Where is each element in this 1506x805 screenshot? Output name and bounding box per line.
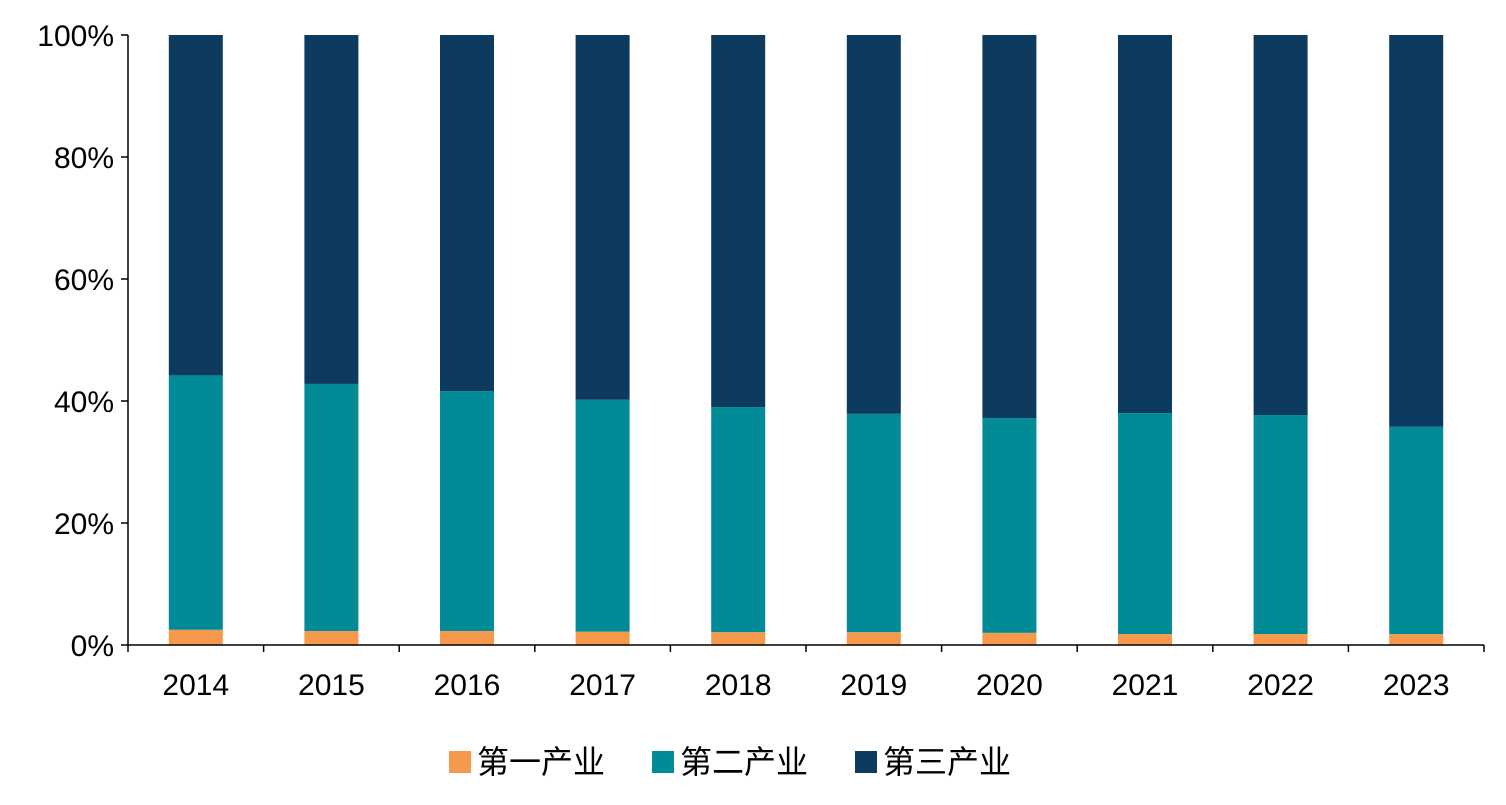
x-tick-label: 2023 (1383, 669, 1450, 702)
legend-label: 第二产业 (680, 744, 808, 780)
bar-segment-2017-series-1 (575, 631, 630, 645)
bar-segment-2014-series-1 (168, 629, 223, 645)
legend-item: 第二产业 (652, 744, 808, 780)
bar-group-2020 (982, 35, 1037, 645)
bar-segment-2015-series-1 (304, 630, 359, 645)
bar-segment-2023-series-3 (1389, 35, 1444, 427)
bar-segment-2017-series-2 (575, 399, 630, 632)
bar-segment-2014-series-2 (168, 375, 223, 630)
bar-segment-2020-series-2 (982, 418, 1037, 633)
bar-group-2019 (846, 35, 901, 645)
y-tick-label: 0% (71, 630, 114, 663)
bar-group-2022 (1253, 35, 1308, 645)
bar-segment-2022-series-1 (1253, 634, 1308, 645)
bar-segment-2021-series-1 (1118, 634, 1172, 645)
bar-segment-2020-series-1 (982, 632, 1037, 645)
y-tick-label: 60% (54, 264, 114, 297)
y-tick-label: 100% (37, 20, 114, 53)
legend-label: 第三产业 (883, 744, 1011, 780)
bars-layer (168, 35, 1444, 645)
x-tick-label: 2021 (1112, 669, 1179, 702)
bar-group-2014 (168, 35, 223, 645)
legend: 第一产业 第二产业 第三产业 (449, 744, 1011, 780)
bar-group-2015 (304, 35, 359, 645)
bar-segment-2021-series-2 (1118, 413, 1172, 635)
bar-group-2018 (711, 35, 766, 645)
bar-segment-2016-series-1 (440, 630, 494, 645)
bar-segment-2019-series-2 (846, 413, 901, 633)
bar-segment-2021-series-3 (1118, 35, 1172, 414)
bar-segment-2018-series-2 (711, 407, 766, 633)
bar-group-2017 (575, 35, 630, 645)
bar-segment-2017-series-3 (575, 35, 630, 400)
legend-item: 第一产业 (449, 744, 605, 780)
legend-swatch (855, 751, 877, 773)
x-tick-label: 2015 (298, 669, 365, 702)
legend-label: 第一产业 (477, 744, 605, 780)
bar-segment-2022-series-2 (1253, 415, 1308, 635)
x-tick-label: 2019 (840, 669, 907, 702)
bar-segment-2015-series-2 (304, 383, 359, 631)
x-tick-label: 2017 (569, 669, 636, 702)
bar-segment-2015-series-3 (304, 35, 359, 384)
bar-segment-2019-series-1 (846, 632, 901, 645)
x-tick-label: 2018 (705, 669, 772, 702)
bar-group-2021 (1118, 35, 1172, 645)
bar-group-2023 (1389, 35, 1444, 645)
legend-item: 第三产业 (855, 744, 1011, 780)
x-tick-label: 2014 (162, 669, 229, 702)
bar-segment-2016-series-2 (440, 391, 494, 631)
bar-segment-2018-series-1 (711, 632, 766, 645)
bar-segment-2023-series-1 (1389, 634, 1444, 645)
axes-layer: 0% 20% 40% 60% 80% 100% 2014 2015 2016 2017 2018 20… (37, 20, 1485, 702)
x-tick-label: 2022 (1247, 669, 1314, 702)
bar-segment-2014-series-3 (168, 35, 223, 376)
bar-segment-2019-series-3 (846, 35, 901, 414)
bar-segment-2018-series-3 (711, 35, 766, 408)
bar-segment-2023-series-2 (1389, 426, 1444, 635)
bar-segment-2022-series-3 (1253, 35, 1308, 416)
x-tick-label: 2020 (976, 669, 1043, 702)
legend-swatch (652, 751, 674, 773)
y-tick-label: 40% (54, 386, 114, 419)
bar-group-2016 (440, 35, 494, 645)
bar-segment-2016-series-3 (440, 35, 494, 392)
y-tick-label: 80% (54, 142, 114, 175)
bar-segment-2020-series-3 (982, 35, 1037, 419)
x-tick-label: 2016 (434, 669, 501, 702)
y-tick-label: 20% (54, 508, 114, 541)
legend-swatch (449, 751, 471, 773)
